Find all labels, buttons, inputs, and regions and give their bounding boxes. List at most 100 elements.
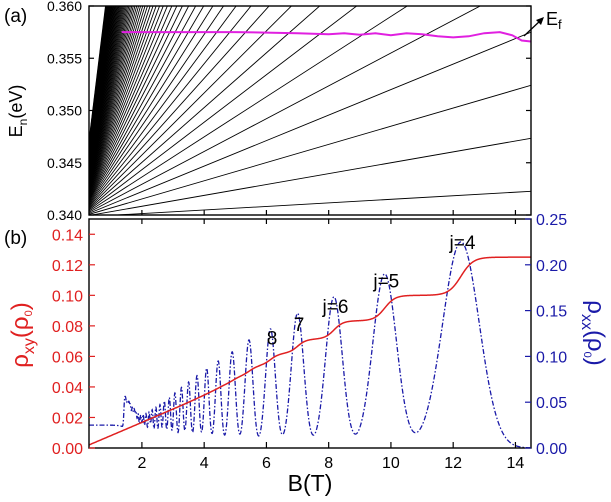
b-left-ytick-label: 0.04: [52, 380, 83, 397]
landau-level-0: [109, 190, 531, 215]
rho-xx-label-tail: (ρ: [582, 330, 609, 352]
rho-xy-label-close: ): [7, 302, 34, 310]
panel-a: 0.340 0.345 0.350 0.355 0.360 (a) En(eV) Ef: [4, 0, 562, 223]
landau-level-20: [89, 6, 168, 195]
landau-level-58: [89, 6, 111, 153]
landau-level-2: [89, 84, 531, 215]
x-axis-label: B(T): [288, 470, 333, 496]
b-left-ytick-label: 0.14: [52, 227, 83, 244]
landau-level-1: [89, 137, 531, 215]
b-xtick-label: 4: [200, 455, 209, 472]
panel-b-label: (b): [4, 228, 27, 249]
plateau-label-j6: j=6: [322, 297, 349, 318]
b-xtick-label: 12: [444, 455, 462, 472]
landau-level-28: [89, 6, 144, 186]
landau-level-16: [89, 6, 190, 200]
ef-arrow-head: [536, 17, 544, 25]
rho-xy-label-tail: (ρ: [7, 316, 34, 338]
y-label-n: n: [16, 119, 30, 126]
landau-level-3: [89, 31, 531, 214]
b-left-ytick-label: 0.02: [52, 410, 83, 427]
landau-level-6: [89, 6, 358, 211]
landau-level-62: [89, 6, 109, 149]
panel-a-x-ticks: [141, 210, 517, 215]
landau-level-60: [89, 6, 110, 151]
landau-level-18: [89, 6, 178, 197]
landau-level-8: [89, 6, 293, 209]
b-xtick-label: 2: [137, 455, 146, 472]
b-right-ytick-label: 0.05: [536, 395, 567, 412]
rho-xx-label-0: 0: [581, 352, 593, 358]
panel-b-left-y-ticks: 0.00 0.02 0.04 0.06 0.08 0.10 0.12 0.14: [52, 227, 95, 458]
a-ytick-label: 0.340: [47, 207, 82, 223]
landau-level-29: [89, 6, 142, 185]
plateau-label-j8: 8: [267, 329, 278, 350]
b-right-ytick-label: 0.15: [536, 304, 567, 321]
b-xtick-label: 6: [262, 455, 271, 472]
b-left-ytick-label: 0.12: [52, 258, 83, 275]
a-ytick-label: 0.350: [47, 103, 82, 119]
landau-level-31: [89, 6, 138, 183]
b-right-ytick-label: 0.00: [536, 441, 567, 458]
svg-text:ρxx(ρ0): ρxx(ρ0): [578, 300, 609, 365]
b-right-ytick-label: 0.20: [536, 258, 567, 275]
landau-level-7: [89, 6, 321, 210]
a-ytick-label: 0.360: [47, 0, 82, 14]
landau-level-9: [89, 6, 270, 208]
b-left-ytick-label: 0.06: [52, 349, 83, 366]
landau-level-27: [89, 6, 146, 188]
landau-level-21: [89, 6, 164, 194]
panel-b-frame: [88, 218, 532, 449]
landau-level-17: [89, 6, 183, 199]
panel-a-y-ticks: 0.340 0.345 0.350 0.355 0.360: [47, 0, 531, 223]
landau-level-10: [89, 6, 252, 206]
landau-level-13: [89, 6, 214, 203]
b-xtick-label: 14: [507, 455, 525, 472]
landau-level-49: [89, 6, 117, 163]
ef-label-f: f: [558, 17, 562, 32]
rho-xx-label-close: ): [582, 358, 609, 366]
panel-a-label: (a): [4, 6, 27, 27]
b-left-ytick-label: 0.10: [52, 288, 83, 305]
a-ytick-label: 0.345: [47, 155, 82, 171]
panel-a-y-axis-label: En(eV): [6, 85, 30, 138]
landau-level-61: [89, 6, 110, 150]
rho-xy-label-0: 0: [23, 310, 35, 316]
plateau-label-j4: j=4: [449, 233, 476, 254]
b-right-ytick-label: 0.25: [536, 212, 567, 229]
landau-level-47: [89, 6, 118, 166]
landau-level-12: [89, 6, 225, 204]
landau-level-11: [89, 6, 237, 205]
panel-b: 2 4 6 8 10 12 14 0.000.020.040.060.080.100.120…: [4, 212, 609, 496]
b-left-ytick-label: 0.08: [52, 319, 83, 336]
ef-label-E: E: [546, 9, 558, 29]
landau-level-56: [89, 6, 112, 156]
rho-xy-curve: [89, 256, 531, 446]
right-axis-label: ρxx(ρ0): [578, 300, 609, 365]
b-xtick-label: 10: [382, 455, 400, 472]
y-label-unit: (eV): [6, 85, 26, 119]
landau-level-59: [89, 6, 111, 152]
y-label-E: E: [6, 125, 26, 137]
landau-level-19: [89, 6, 173, 196]
rho-xx-label-xx: xx: [578, 314, 595, 330]
landau-level-57: [89, 6, 112, 155]
landau-level-30: [89, 6, 140, 184]
landau-level-48: [89, 6, 118, 164]
rho-xx-curve: [89, 241, 531, 448]
landau-level-63: [89, 6, 109, 148]
landau-level-25: [89, 6, 151, 190]
landau-level-fan: [89, 6, 531, 215]
plateau-labels: j=4 j=5 j=6 78: [267, 233, 476, 349]
svg-text:En(eV): En(eV): [6, 85, 30, 138]
landau-level-5: [89, 6, 409, 212]
b-left-ytick-label: 0.00: [52, 441, 83, 458]
fermi-level-line: [121, 31, 531, 43]
rho-xx-label-rho: ρ: [582, 300, 609, 314]
rho-xy-label-xy: xy: [21, 338, 38, 354]
ef-label: Ef: [546, 9, 562, 32]
svg-text:ρxy(ρ0): ρxy(ρ0): [7, 302, 38, 367]
landau-level-24: [89, 6, 154, 191]
panel-b-x-ticks: 2 4 6 8 10 12 14: [137, 219, 524, 472]
